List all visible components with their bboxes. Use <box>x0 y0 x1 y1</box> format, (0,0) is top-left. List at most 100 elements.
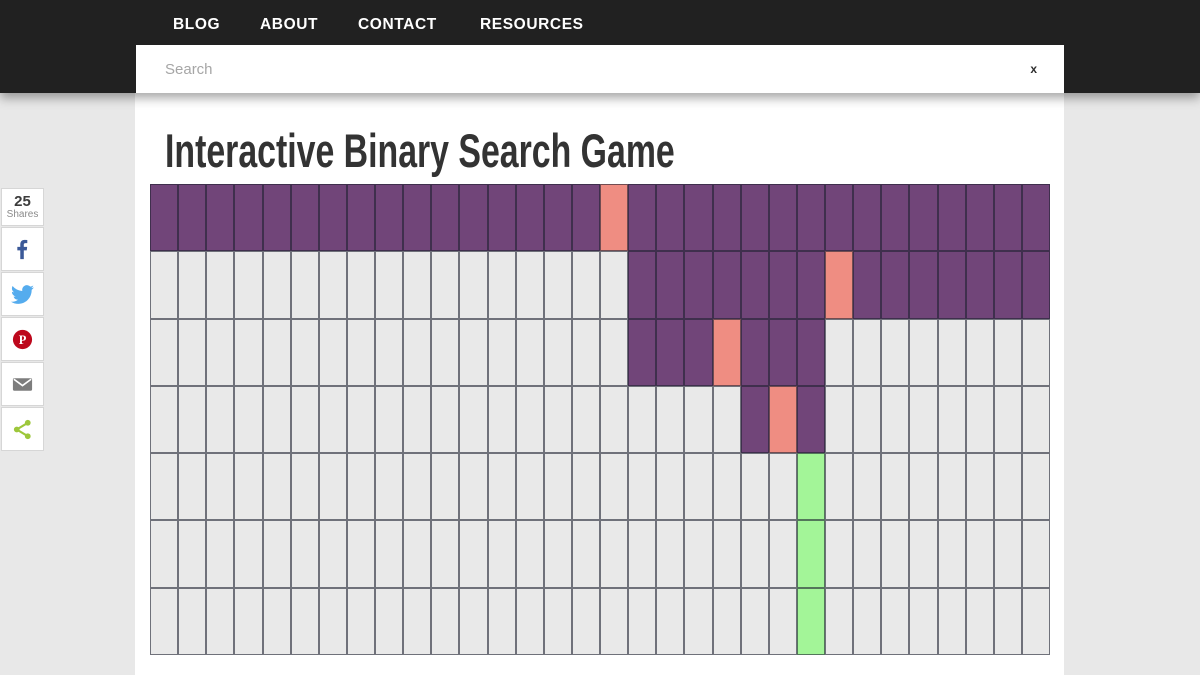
grid-cell-empty[interactable] <box>319 588 347 655</box>
grid-cell-empty[interactable] <box>881 588 909 655</box>
grid-cell-empty[interactable] <box>234 453 262 520</box>
grid-cell-empty[interactable] <box>909 588 937 655</box>
grid-cell-empty[interactable] <box>291 520 319 587</box>
grid-cell-empty[interactable] <box>684 588 712 655</box>
grid-cell-empty[interactable] <box>178 319 206 386</box>
grid-cell-empty[interactable] <box>600 520 628 587</box>
grid-cell-empty[interactable] <box>206 588 234 655</box>
grid-cell-range[interactable] <box>150 184 178 251</box>
grid-cell-empty[interactable] <box>459 319 487 386</box>
grid-cell-guess[interactable] <box>713 319 741 386</box>
grid-cell-empty[interactable] <box>291 319 319 386</box>
grid-cell-range[interactable] <box>797 184 825 251</box>
grid-cell-empty[interactable] <box>403 386 431 453</box>
grid-cell-empty[interactable] <box>263 386 291 453</box>
email-share-button[interactable] <box>1 362 44 406</box>
grid-cell-empty[interactable] <box>572 520 600 587</box>
grid-cell-empty[interactable] <box>459 386 487 453</box>
grid-cell-empty[interactable] <box>263 520 291 587</box>
grid-cell-empty[interactable] <box>544 453 572 520</box>
grid-cell-range[interactable] <box>178 184 206 251</box>
grid-cell-range[interactable] <box>628 251 656 318</box>
nav-link-about[interactable]: ABOUT <box>260 16 318 34</box>
grid-cell-empty[interactable] <box>656 386 684 453</box>
grid-cell-empty[interactable] <box>403 319 431 386</box>
grid-cell-empty[interactable] <box>459 251 487 318</box>
grid-cell-empty[interactable] <box>938 386 966 453</box>
grid-cell-empty[interactable] <box>966 386 994 453</box>
grid-cell-empty[interactable] <box>234 251 262 318</box>
grid-cell-range[interactable] <box>516 184 544 251</box>
grid-cell-empty[interactable] <box>516 453 544 520</box>
pinterest-share-button[interactable]: P <box>1 317 44 361</box>
grid-cell-empty[interactable] <box>319 251 347 318</box>
grid-cell-empty[interactable] <box>291 251 319 318</box>
grid-cell-empty[interactable] <box>1022 453 1050 520</box>
grid-cell-empty[interactable] <box>938 588 966 655</box>
grid-cell-empty[interactable] <box>853 386 881 453</box>
grid-cell-empty[interactable] <box>403 453 431 520</box>
grid-cell-range[interactable] <box>966 184 994 251</box>
grid-cell-empty[interactable] <box>291 386 319 453</box>
grid-cell-empty[interactable] <box>600 386 628 453</box>
grid-cell-range[interactable] <box>825 184 853 251</box>
grid-cell-empty[interactable] <box>544 319 572 386</box>
grid-cell-range[interactable] <box>994 184 1022 251</box>
grid-cell-empty[interactable] <box>684 386 712 453</box>
grid-cell-empty[interactable] <box>1022 319 1050 386</box>
grid-cell-empty[interactable] <box>178 520 206 587</box>
grid-cell-empty[interactable] <box>853 520 881 587</box>
grid-cell-range[interactable] <box>741 251 769 318</box>
grid-cell-empty[interactable] <box>178 588 206 655</box>
grid-cell-found[interactable] <box>797 520 825 587</box>
grid-cell-empty[interactable] <box>263 319 291 386</box>
grid-cell-empty[interactable] <box>572 251 600 318</box>
grid-cell-empty[interactable] <box>488 453 516 520</box>
grid-cell-empty[interactable] <box>938 319 966 386</box>
grid-cell-empty[interactable] <box>206 251 234 318</box>
grid-cell-empty[interactable] <box>150 319 178 386</box>
grid-cell-empty[interactable] <box>150 588 178 655</box>
grid-cell-empty[interactable] <box>263 251 291 318</box>
grid-cell-empty[interactable] <box>881 386 909 453</box>
grid-cell-empty[interactable] <box>178 453 206 520</box>
nav-link-resources[interactable]: RESOURCES <box>480 16 584 34</box>
search-close-icon[interactable]: x <box>1030 63 1037 75</box>
grid-cell-empty[interactable] <box>488 520 516 587</box>
grid-cell-empty[interactable] <box>206 520 234 587</box>
grid-cell-empty[interactable] <box>684 520 712 587</box>
grid-cell-range[interactable] <box>628 184 656 251</box>
grid-cell-empty[interactable] <box>994 319 1022 386</box>
grid-cell-empty[interactable] <box>938 453 966 520</box>
twitter-share-button[interactable] <box>1 272 44 316</box>
grid-cell-empty[interactable] <box>375 520 403 587</box>
grid-cell-range[interactable] <box>938 251 966 318</box>
grid-cell-range[interactable] <box>938 184 966 251</box>
grid-cell-range[interactable] <box>966 251 994 318</box>
grid-cell-empty[interactable] <box>544 520 572 587</box>
grid-cell-empty[interactable] <box>825 588 853 655</box>
grid-cell-empty[interactable] <box>881 319 909 386</box>
grid-cell-empty[interactable] <box>881 453 909 520</box>
grid-cell-range[interactable] <box>656 184 684 251</box>
grid-cell-empty[interactable] <box>375 386 403 453</box>
grid-cell-empty[interactable] <box>263 588 291 655</box>
grid-cell-empty[interactable] <box>769 588 797 655</box>
grid-cell-empty[interactable] <box>516 386 544 453</box>
grid-cell-empty[interactable] <box>291 588 319 655</box>
grid-cell-range[interactable] <box>769 319 797 386</box>
grid-cell-empty[interactable] <box>628 520 656 587</box>
grid-cell-empty[interactable] <box>459 453 487 520</box>
nav-link-contact[interactable]: CONTACT <box>358 16 437 34</box>
grid-cell-range[interactable] <box>488 184 516 251</box>
grid-cell-range[interactable] <box>1022 251 1050 318</box>
grid-cell-range[interactable] <box>713 184 741 251</box>
grid-cell-empty[interactable] <box>375 251 403 318</box>
grid-cell-range[interactable] <box>881 184 909 251</box>
grid-cell-empty[interactable] <box>600 319 628 386</box>
grid-cell-empty[interactable] <box>994 386 1022 453</box>
grid-cell-guess[interactable] <box>825 251 853 318</box>
grid-cell-empty[interactable] <box>713 386 741 453</box>
grid-cell-range[interactable] <box>909 184 937 251</box>
grid-cell-empty[interactable] <box>684 453 712 520</box>
